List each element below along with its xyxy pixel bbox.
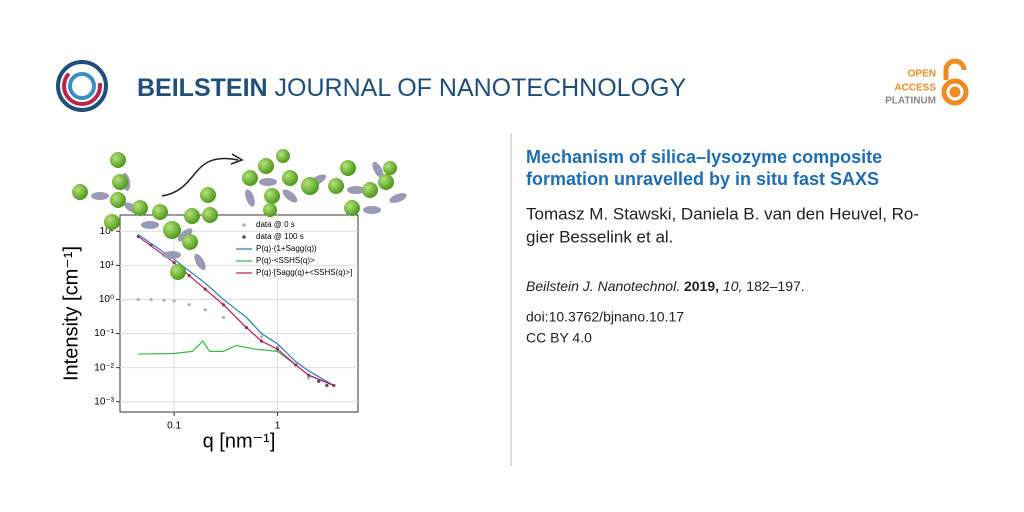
doi: doi:10.3762/bjnano.10.17 — [526, 309, 684, 325]
data-point — [203, 308, 207, 312]
legend-entry: P(q)·(1+Sagg(q)) — [256, 244, 317, 253]
y-tick-label: 10¹ — [100, 260, 115, 271]
data-point — [325, 383, 329, 388]
x-tick-label: 0.1 — [167, 421, 181, 432]
data-point — [221, 315, 226, 319]
plot-frame — [119, 214, 359, 413]
legend-entry: data @ 100 s — [256, 232, 304, 241]
authors: Tomasz M. Stawski, Daniela B. van den He… — [526, 204, 919, 223]
y-tick-label: 10⁻² — [94, 362, 114, 373]
y-tick-label: 10⁻³ — [94, 396, 114, 407]
data-point — [149, 297, 153, 302]
license: CC BY 4.0 — [526, 330, 592, 346]
x-axis-label: q [nm⁻¹] — [203, 430, 276, 452]
legend-marker — [242, 223, 246, 227]
data-point — [307, 376, 311, 380]
data-point — [136, 297, 140, 302]
data-line — [137, 234, 335, 386]
logo — [56, 60, 108, 112]
legend-entry: P(q)·<SSHS(q)> — [256, 256, 315, 265]
data-line — [137, 236, 335, 387]
data-point — [172, 299, 176, 303]
y-tick-label: 10⁻¹ — [94, 328, 114, 339]
y-axis-label: Intensity [cm⁻¹] — [60, 246, 82, 381]
figure: 10² 10¹ 10⁰ 10⁻¹ 10⁻² 10⁻³ 0.1 1 Intensity [cm⁻¹… — [60, 214, 359, 452]
data-point — [259, 335, 264, 339]
citation: Beilstein J. Nanotechnol. 2019, 10, 182–… — [526, 278, 805, 294]
legend-marker — [242, 235, 246, 239]
journal-name: BEILSTEIN JOURNAL OF NANOTECHNOLOGY — [137, 74, 686, 102]
data-point — [162, 298, 166, 302]
legend-entry: data @ 0 s — [256, 220, 295, 229]
badge: PLATINUM — [885, 96, 936, 107]
y-tick-label: 10² — [100, 226, 115, 237]
illustration — [72, 149, 407, 280]
data-point — [317, 379, 321, 383]
authors: gier Besselink et al. — [526, 227, 673, 246]
y-tick-label: 10⁰ — [99, 294, 114, 305]
badge: ACCESS — [894, 83, 936, 94]
article-title: Mechanism of silica–lysozyme composite — [526, 147, 882, 167]
x-tick-label: 1 — [275, 421, 281, 432]
article-info: Mechanism of silica–lysozyme composite f… — [526, 147, 919, 346]
badge: OPEN — [908, 69, 936, 80]
legend-entry: P(q)·[Sagg(q)+<SSHS(q)>] — [256, 268, 352, 277]
lock-icon — [941, 58, 969, 106]
article-title: formation unravelled by in situ fast SAX… — [526, 169, 879, 189]
data-point — [187, 303, 191, 307]
